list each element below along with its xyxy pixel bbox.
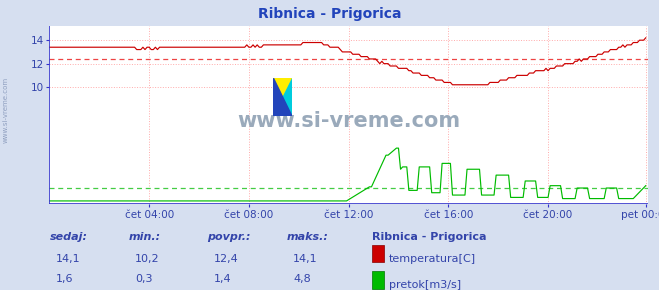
Text: 14,1: 14,1	[56, 254, 80, 264]
Text: 14,1: 14,1	[293, 254, 318, 264]
Text: www.si-vreme.com: www.si-vreme.com	[2, 77, 9, 143]
Text: pretok[m3/s]: pretok[m3/s]	[389, 280, 461, 290]
Text: www.si-vreme.com: www.si-vreme.com	[237, 110, 460, 130]
Text: Ribnica - Prigorica: Ribnica - Prigorica	[258, 7, 401, 21]
Text: min.:: min.:	[129, 232, 161, 242]
Text: 1,4: 1,4	[214, 274, 232, 284]
Polygon shape	[273, 78, 292, 116]
Text: Ribnica - Prigorica: Ribnica - Prigorica	[372, 232, 487, 242]
Text: sedaj:: sedaj:	[49, 232, 88, 242]
Text: 1,6: 1,6	[56, 274, 74, 284]
Text: povpr.:: povpr.:	[208, 232, 251, 242]
Text: temperatura[C]: temperatura[C]	[389, 254, 476, 264]
Polygon shape	[273, 78, 292, 116]
Text: maks.:: maks.:	[287, 232, 329, 242]
Text: 12,4: 12,4	[214, 254, 239, 264]
Text: 10,2: 10,2	[135, 254, 159, 264]
Text: 0,3: 0,3	[135, 274, 153, 284]
Text: 4,8: 4,8	[293, 274, 311, 284]
